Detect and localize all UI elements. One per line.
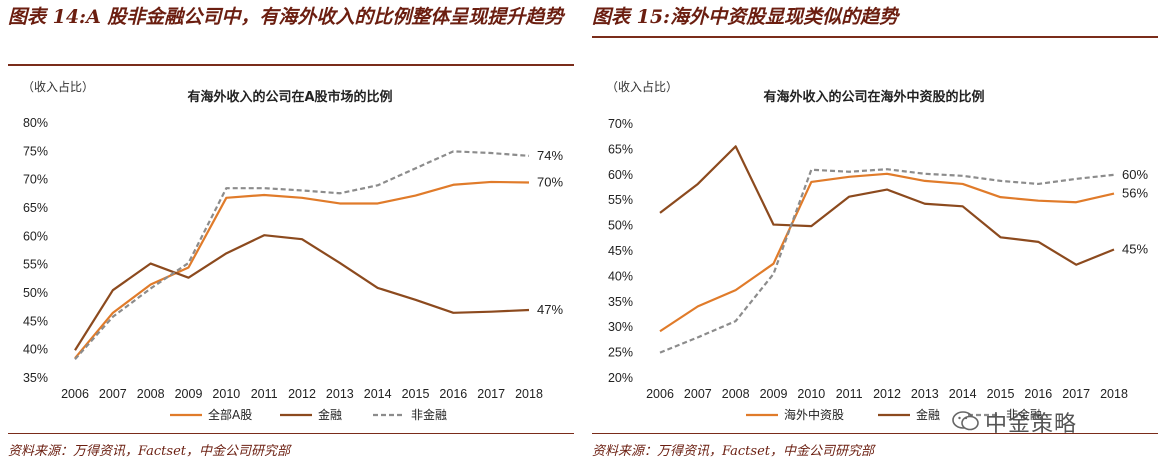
y-tick-label: 35%: [23, 371, 48, 385]
x-tick-label: 2010: [212, 387, 240, 401]
x-tick-label: 2007: [684, 387, 712, 401]
y-tick-label: 60%: [608, 168, 633, 182]
x-tick-label: 2014: [364, 387, 392, 401]
series-line-金融: [659, 145, 1115, 266]
unit-label: （收入占比）: [606, 80, 679, 94]
legend-label: 全部A股: [208, 407, 252, 422]
y-tick-label: 55%: [608, 193, 633, 207]
x-tick-label: 2015: [987, 387, 1015, 401]
figure-title: 图表 15:海外中资股显现类似的趋势: [592, 6, 899, 28]
y-tick-label: 40%: [23, 343, 48, 357]
y-tick-label: 35%: [608, 295, 633, 309]
y-tick-label: 50%: [23, 286, 48, 300]
x-tick-label: 2016: [439, 387, 467, 401]
x-tick-label: 2008: [137, 387, 165, 401]
x-tick-label: 2018: [515, 387, 543, 401]
x-tick-label: 2013: [326, 387, 354, 401]
x-tick-label: 2018: [1100, 387, 1128, 401]
y-tick-label: 60%: [23, 229, 48, 243]
y-tick-label: 65%: [23, 201, 48, 215]
end-label: 70%: [537, 175, 563, 190]
figure-title: 图表 14:A 股非金融公司中，有海外收入的比例整体呈现提升趋势: [8, 6, 564, 28]
y-tick-label: 70%: [608, 117, 633, 131]
series-line-海外中资股: [659, 172, 1115, 333]
source-note: 资料来源：万得资讯，Factset，中金公司研究部: [592, 444, 874, 459]
x-tick-label: 2011: [836, 387, 863, 401]
x-tick-label: 2008: [722, 387, 750, 401]
series-line-非金融: [74, 150, 530, 361]
title-rule: [592, 36, 1158, 38]
title-rule: [8, 64, 574, 66]
watermark: 中金策略: [985, 412, 1078, 437]
end-label: 45%: [1122, 241, 1148, 256]
y-tick-label: 70%: [23, 173, 48, 187]
x-tick-label: 2006: [646, 387, 674, 401]
x-tick-label: 2011: [251, 387, 278, 401]
x-tick-label: 2007: [99, 387, 127, 401]
end-label: 60%: [1122, 167, 1148, 182]
x-tick-label: 2012: [873, 387, 901, 401]
end-label: 74%: [537, 148, 563, 163]
y-tick-label: 50%: [608, 219, 633, 233]
y-tick-label: 45%: [23, 314, 48, 328]
x-tick-label: 2015: [402, 387, 430, 401]
legend-label: 非金融: [411, 407, 447, 422]
source-note: 资料来源：万得资讯，Factset，中金公司研究部: [8, 444, 290, 459]
x-tick-label: 2013: [911, 387, 939, 401]
unit-label: （收入占比）: [22, 80, 95, 94]
legend-label: 海外中资股: [784, 407, 844, 422]
source-rule: [8, 433, 574, 434]
chart-title: 有海外收入的公司在海外中资股的比例: [763, 90, 985, 105]
legend-label: 非金融: [1006, 407, 1042, 422]
series-line-非金融: [659, 168, 1115, 354]
series-line-全部A股: [74, 180, 530, 359]
x-tick-label: 2009: [760, 387, 788, 401]
end-label: 47%: [537, 302, 563, 317]
x-tick-label: 2006: [61, 387, 89, 401]
x-tick-label: 2010: [797, 387, 825, 401]
y-tick-label: 80%: [23, 116, 48, 130]
series-line-金融: [74, 234, 530, 351]
legend-label: 金融: [916, 407, 940, 422]
wechat-icon: [952, 411, 979, 431]
x-tick-label: 2016: [1024, 387, 1052, 401]
x-tick-label: 2014: [949, 387, 977, 401]
x-tick-label: 2017: [1062, 387, 1090, 401]
source-rule: [592, 433, 1158, 434]
legend-label: 金融: [318, 407, 342, 422]
y-tick-label: 65%: [608, 142, 633, 156]
y-tick-label: 40%: [608, 269, 633, 283]
y-tick-label: 75%: [23, 144, 48, 158]
y-tick-label: 20%: [608, 371, 633, 385]
chart-title: 有海外收入的公司在A股市场的比例: [187, 90, 393, 105]
y-tick-label: 45%: [608, 244, 633, 258]
x-tick-label: 2012: [288, 387, 316, 401]
y-tick-label: 55%: [23, 258, 48, 272]
x-tick-label: 2009: [175, 387, 203, 401]
y-tick-label: 25%: [608, 346, 633, 360]
x-tick-label: 2017: [477, 387, 505, 401]
y-tick-label: 30%: [608, 320, 633, 334]
end-label: 56%: [1122, 186, 1148, 201]
